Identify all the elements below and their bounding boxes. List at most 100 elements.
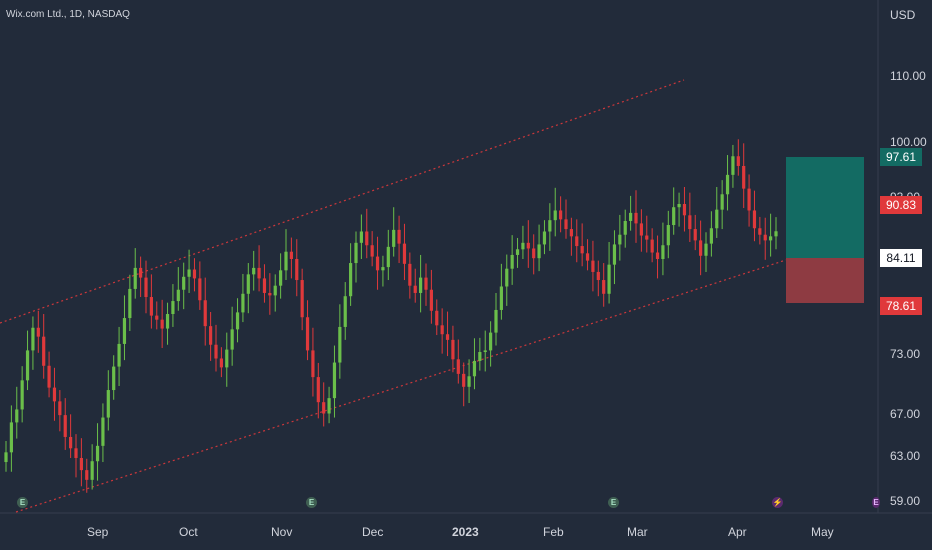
candle[interactable] [752, 210, 757, 229]
candle[interactable] [542, 231, 547, 245]
candle[interactable] [688, 215, 692, 230]
candle[interactable] [650, 239, 654, 253]
candle[interactable] [122, 318, 127, 344]
candle[interactable] [661, 245, 665, 259]
candle[interactable] [370, 245, 374, 257]
ticker-label[interactable]: Wix.com Ltd., 1D, NASDAQ [6, 9, 130, 20]
candle[interactable] [128, 288, 132, 319]
candle[interactable] [300, 280, 304, 318]
candle[interactable] [725, 174, 730, 195]
candle[interactable] [575, 236, 579, 247]
candle[interactable] [106, 390, 110, 418]
candle[interactable] [569, 229, 573, 237]
candle[interactable] [203, 300, 207, 327]
candle[interactable] [553, 210, 557, 221]
earnings-icon[interactable]: E [872, 497, 880, 508]
candle[interactable] [677, 203, 681, 208]
candle[interactable] [144, 277, 148, 298]
candle[interactable] [117, 343, 121, 367]
candle[interactable] [176, 289, 180, 302]
candle[interactable] [69, 436, 73, 449]
candle[interactable] [139, 267, 143, 278]
candle[interactable] [424, 277, 428, 290]
candle[interactable] [494, 309, 498, 333]
candle[interactable] [95, 445, 100, 462]
candle[interactable] [375, 256, 380, 271]
candle[interactable] [709, 228, 713, 244]
candle[interactable] [171, 301, 175, 315]
candle[interactable] [440, 325, 444, 335]
candle[interactable] [316, 377, 320, 403]
candle[interactable] [349, 263, 353, 297]
candle[interactable] [295, 258, 299, 281]
candle[interactable] [289, 251, 293, 259]
candle[interactable] [192, 269, 197, 279]
candle[interactable] [235, 312, 240, 330]
candle[interactable] [731, 156, 735, 175]
candle[interactable] [429, 289, 433, 311]
candle[interactable] [499, 286, 503, 310]
candle[interactable] [219, 358, 223, 368]
candle[interactable] [445, 334, 450, 340]
candle[interactable] [607, 264, 611, 294]
candle[interactable] [52, 387, 57, 402]
candle[interactable] [774, 231, 778, 237]
candle[interactable] [456, 359, 460, 374]
entry-price-badge[interactable]: 84.11 [880, 249, 922, 267]
candle[interactable] [4, 452, 8, 463]
candle[interactable] [699, 240, 703, 256]
candle[interactable] [354, 242, 358, 264]
candle[interactable] [31, 327, 35, 351]
candle[interactable] [467, 376, 471, 387]
candle[interactable] [704, 243, 708, 256]
candle[interactable] [343, 296, 347, 327]
candle[interactable] [392, 229, 396, 247]
candle[interactable] [747, 188, 751, 211]
candle[interactable] [537, 244, 541, 259]
candle[interactable] [623, 220, 627, 235]
candle[interactable] [20, 380, 24, 410]
candle[interactable] [596, 271, 600, 281]
candle[interactable] [187, 269, 191, 277]
candle[interactable] [268, 292, 272, 296]
stop-price-badge[interactable]: 78.61 [880, 297, 922, 315]
channel-lower-line[interactable] [15, 259, 787, 513]
candle[interactable] [736, 156, 740, 166]
candle[interactable] [36, 327, 40, 337]
candle[interactable] [629, 212, 633, 221]
candle[interactable] [365, 231, 369, 246]
candle[interactable] [655, 252, 660, 259]
earnings-icon[interactable]: E [306, 497, 317, 508]
candle[interactable] [225, 349, 229, 368]
candle[interactable] [715, 209, 719, 229]
candle[interactable] [413, 285, 417, 293]
candle[interactable] [645, 235, 649, 240]
candle[interactable] [305, 317, 310, 351]
candle[interactable] [90, 461, 94, 480]
candle[interactable] [769, 236, 773, 241]
candle[interactable] [338, 326, 342, 363]
candle[interactable] [693, 229, 697, 241]
candle[interactable] [526, 242, 530, 249]
candle[interactable] [273, 285, 277, 296]
candle[interactable] [332, 362, 337, 399]
candle[interactable] [472, 360, 477, 377]
candle[interactable] [25, 350, 30, 381]
candle[interactable] [311, 350, 315, 378]
candle[interactable] [381, 267, 385, 271]
candle[interactable] [591, 260, 595, 272]
candle[interactable] [279, 270, 283, 286]
candle[interactable] [262, 278, 267, 293]
candle[interactable] [359, 231, 363, 243]
candle[interactable] [742, 165, 746, 189]
candle[interactable] [149, 297, 153, 316]
split-icon[interactable]: ⚡ [772, 497, 783, 508]
candle[interactable] [478, 352, 482, 361]
candle[interactable] [246, 274, 250, 294]
earnings-icon[interactable]: E [608, 497, 619, 508]
candle[interactable] [462, 373, 466, 387]
candle[interactable] [435, 310, 439, 326]
candle[interactable] [505, 268, 509, 287]
candle[interactable] [42, 336, 46, 366]
